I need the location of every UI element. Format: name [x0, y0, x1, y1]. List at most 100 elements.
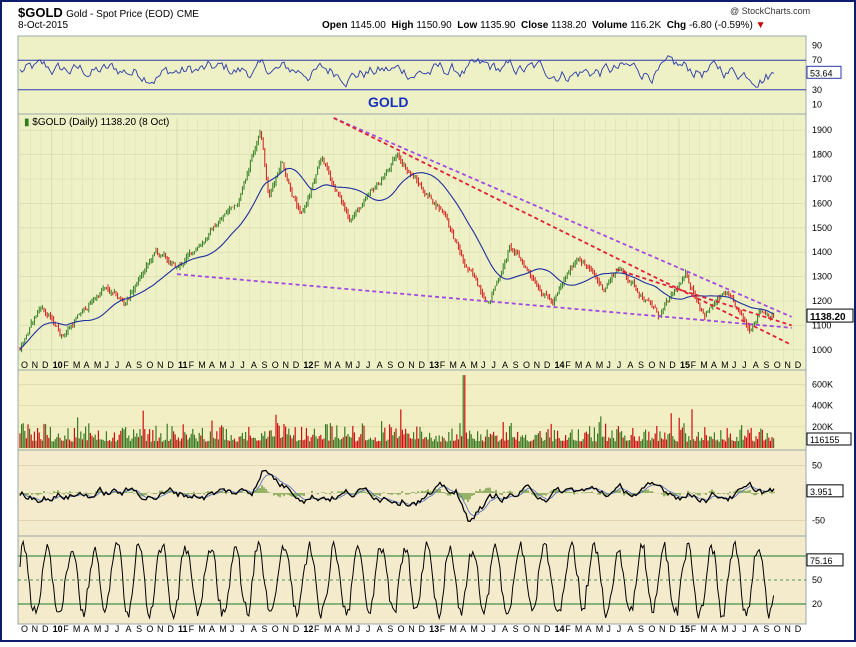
- price-last-value: 1138.20: [810, 312, 846, 323]
- chg-label: Chg: [666, 20, 687, 31]
- price-tick-1100: 1100: [812, 320, 831, 330]
- bottom-x-label-32: J: [356, 624, 361, 634]
- bottom-x-label-69: J: [742, 624, 747, 634]
- moving-average-line: [19, 167, 774, 351]
- price-x-label-73: N: [784, 360, 791, 370]
- price-x-label-60: O: [648, 360, 655, 370]
- rsi-last-value-box: [806, 65, 842, 79]
- bottom-x-label-16: F: [189, 624, 195, 634]
- ticker-symbol: $GOLD: [18, 5, 63, 20]
- price-x-label-21: J: [240, 360, 245, 370]
- bottom-x-label-4: F: [63, 624, 69, 634]
- bottom-x-label-63: 15: [680, 624, 690, 634]
- bottom-x-label-48: O: [523, 624, 530, 634]
- price-x-label-58: A: [627, 360, 633, 370]
- price-x-label-59: S: [638, 360, 644, 370]
- bottom-x-label-59: S: [638, 624, 644, 634]
- high-value: 1150.90: [416, 20, 452, 31]
- price-x-label-63: 15: [680, 360, 690, 370]
- price-x-label-16: F: [189, 360, 195, 370]
- price-legend-text: $GOLD (Daily) 1138.20 (8 Oct): [32, 117, 170, 128]
- price-x-label-0: O: [21, 360, 28, 370]
- bottom-x-label-0: O: [21, 624, 28, 634]
- bottom-x-label-28: F: [314, 624, 320, 634]
- rsi-tick-90: 90: [812, 40, 822, 50]
- price-x-label-72: O: [774, 360, 781, 370]
- chart-date: 8-Oct-2015: [18, 20, 69, 31]
- bottom-x-label-37: N: [408, 624, 415, 634]
- bottom-x-label-51: 14: [555, 624, 565, 634]
- ohlc-legend-icon: ▮: [24, 117, 30, 128]
- price-last-value-box: [806, 308, 854, 323]
- bottom-x-label-70: A: [753, 624, 759, 634]
- grid-lines: [18, 59, 806, 605]
- price-x-label-18: A: [209, 360, 215, 370]
- bottom-x-label-46: A: [502, 624, 508, 634]
- price-x-label-64: F: [691, 360, 697, 370]
- rsi-line: [19, 55, 775, 88]
- bottom-x-label-20: J: [230, 624, 235, 634]
- price-x-label-10: A: [125, 360, 131, 370]
- price-tick-1200: 1200: [812, 296, 832, 306]
- rsi-tick-10: 10: [812, 100, 822, 110]
- bottom-x-label-43: M: [470, 624, 478, 634]
- trendline-2: [176, 273, 792, 329]
- bottom-x-label-54: A: [585, 624, 591, 634]
- price-x-label-52: F: [565, 360, 571, 370]
- ppo-tick-50: 50: [812, 461, 822, 471]
- price-x-label-14: D: [167, 360, 174, 370]
- bottom-x-label-39: 13: [429, 624, 439, 634]
- price-x-label-7: M: [94, 360, 102, 370]
- bottom-x-label-66: A: [711, 624, 717, 634]
- bottom-x-label-41: M: [449, 624, 457, 634]
- price-tick-1700: 1700: [812, 174, 832, 184]
- bottom-x-label-35: S: [387, 624, 393, 634]
- price-x-label-35: S: [387, 360, 393, 370]
- price-x-label-53: M: [575, 360, 583, 370]
- price-x-label-41: M: [449, 360, 457, 370]
- bottom-x-label-42: A: [460, 624, 466, 634]
- price-x-label-38: D: [418, 360, 425, 370]
- bottom-x-label-14: D: [167, 624, 174, 634]
- price-x-label-20: J: [230, 360, 235, 370]
- bottom-x-label-65: M: [700, 624, 708, 634]
- price-x-label-34: A: [377, 360, 383, 370]
- stoch-last-value-box: [806, 553, 844, 567]
- bottom-x-label-5: M: [73, 624, 81, 634]
- bottom-x-label-29: M: [324, 624, 332, 634]
- price-x-label-29: M: [324, 360, 332, 370]
- bottom-x-label-2: D: [42, 624, 49, 634]
- bottom-x-label-19: M: [219, 624, 227, 634]
- price-x-label-28: F: [314, 360, 320, 370]
- bottom-x-label-6: A: [84, 624, 90, 634]
- chg-value: -6.80 (-0.59%): [688, 20, 753, 31]
- price-x-label-71: S: [763, 360, 769, 370]
- ppo-signal-line: [19, 474, 775, 517]
- volume-value: 116.2K: [630, 20, 662, 31]
- bottom-x-label-3: 10: [53, 624, 63, 634]
- bottom-x-label-45: J: [491, 624, 496, 634]
- open-value: 1145.00: [350, 20, 386, 31]
- price-x-label-12: O: [146, 360, 153, 370]
- bottom-x-label-58: A: [627, 624, 633, 634]
- price-x-label-65: M: [700, 360, 708, 370]
- price-tick-1900: 1900: [812, 125, 832, 135]
- price-x-label-3: 10: [53, 360, 63, 370]
- stoch-tick-20: 20: [812, 599, 822, 609]
- bottom-x-label-47: S: [513, 624, 519, 634]
- bottom-x-label-18: A: [209, 624, 215, 634]
- trendline-3: [615, 268, 792, 327]
- bottom-x-label-17: M: [198, 624, 206, 634]
- price-x-label-69: J: [742, 360, 747, 370]
- price-x-label-11: S: [136, 360, 142, 370]
- bottom-x-label-1: N: [32, 624, 39, 634]
- volume-tick-600K: 600K: [812, 380, 833, 390]
- rsi-tick-70: 70: [812, 55, 822, 65]
- price-x-label-56: J: [606, 360, 611, 370]
- bottom-x-label-38: D: [418, 624, 425, 634]
- price-x-label-33: J: [366, 360, 371, 370]
- price-x-label-47: S: [513, 360, 519, 370]
- bottom-x-label-25: N: [282, 624, 289, 634]
- bottom-x-label-11: S: [136, 624, 142, 634]
- chart-labels: 90 70 50 30 10 53.64 1900 1800 1700 1600 1500 1400 1…: [21, 40, 854, 634]
